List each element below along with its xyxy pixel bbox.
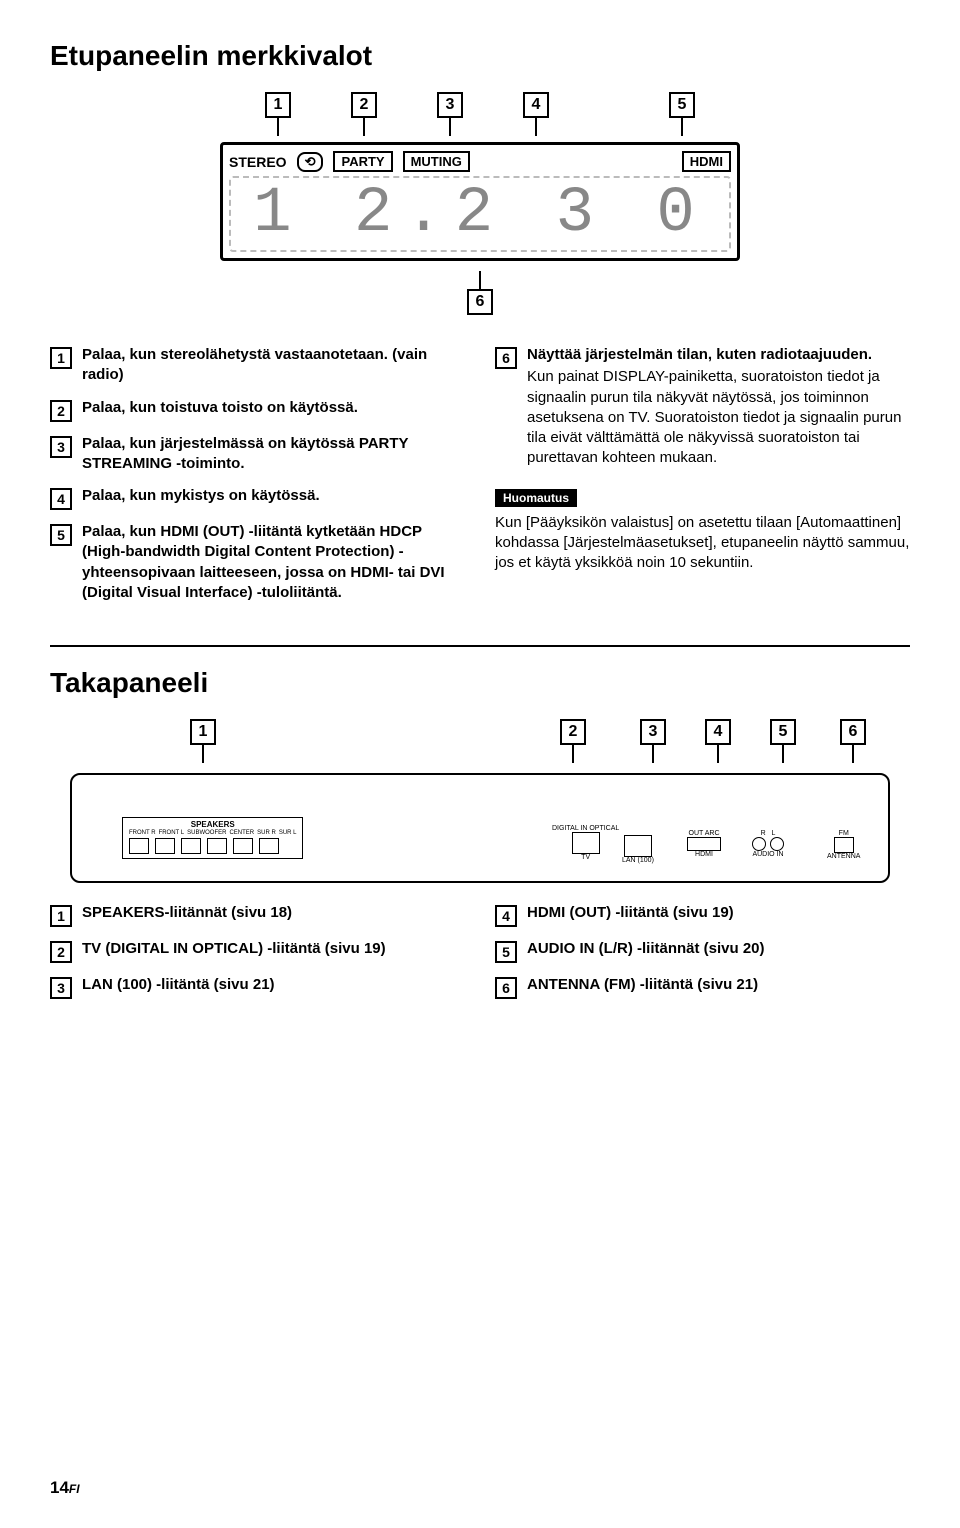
label-out: OUT bbox=[689, 830, 704, 837]
rear-callout-2: 2 bbox=[560, 719, 586, 745]
label-fm: FM bbox=[839, 830, 849, 837]
callout-4: 4 bbox=[523, 92, 549, 118]
callout-5: 5 bbox=[669, 92, 695, 118]
item-6-desc: Kun painat DISPLAY-painiketta, suoratois… bbox=[527, 367, 910, 468]
indicator-party: PARTY bbox=[333, 151, 392, 172]
num-4: 4 bbox=[50, 488, 72, 510]
rear-panel: SPEAKERS FRONT R FRONT L SUBWOOFER CENTE… bbox=[70, 773, 890, 883]
label-lan: LAN (100) bbox=[622, 857, 654, 864]
rear-item-1: SPEAKERS-liitännät (sivu 18) bbox=[82, 903, 465, 923]
indicator-repeat-icon: ⟲ bbox=[297, 152, 324, 172]
port-lan: LAN (100) bbox=[622, 835, 654, 864]
label-r: R bbox=[761, 830, 766, 837]
note-text: Kun [Pääyksikön valaistus] on asetettu t… bbox=[495, 513, 910, 574]
item-3-text: Palaa, kun järjestelmässä on käytössä PA… bbox=[82, 434, 465, 475]
page-number: 14FI bbox=[50, 1478, 80, 1498]
display-figure: 1 2 3 4 5 STEREO ⟲ PARTY MUTING HDMI 1 2… bbox=[50, 92, 910, 315]
label-hdmi: HDMI bbox=[695, 851, 713, 858]
indicator-hdmi: HDMI bbox=[682, 151, 731, 172]
rear-callout-6: 6 bbox=[840, 719, 866, 745]
rear-right-list: 4 HDMI (OUT) -liitäntä (sivu 19) 5 AUDIO I… bbox=[495, 903, 910, 1011]
item-4-text: Palaa, kun mykistys on käytössä. bbox=[82, 486, 465, 506]
item-6-title: Näyttää järjestelmän tilan, kuten radiot… bbox=[527, 345, 910, 365]
spkr-lbl-0: FRONT R bbox=[129, 830, 156, 836]
port-audio-in: R L AUDIO IN bbox=[752, 830, 784, 858]
label-arc: ARC bbox=[705, 830, 720, 837]
section-divider bbox=[50, 645, 910, 647]
rear-item-5: AUDIO IN (L/R) -liitännät (sivu 20) bbox=[527, 939, 910, 959]
rear-panel-heading: Takapaneeli bbox=[50, 667, 910, 699]
rear-figure: 1 2 3 4 5 6 SPEAKERS FRONT R FRONT L SUB… bbox=[50, 719, 910, 883]
spkr-lbl-3: CENTER bbox=[229, 830, 254, 836]
num-2: 2 bbox=[50, 400, 72, 422]
rear-item-2: TV (DIGITAL IN OPTICAL) -liitäntä (sivu … bbox=[82, 939, 465, 959]
port-hdmi: OUT ARC HDMI bbox=[687, 830, 721, 858]
rear-callout-5: 5 bbox=[770, 719, 796, 745]
spkr-lbl-5: SUR L bbox=[279, 830, 297, 836]
rear-num-1: 1 bbox=[50, 905, 72, 927]
lcd-panel: STEREO ⟲ PARTY MUTING HDMI 1 2.2 3 0 bbox=[220, 142, 740, 261]
rear-callout-4: 4 bbox=[705, 719, 731, 745]
page-num-suffix: FI bbox=[69, 1482, 80, 1496]
rear-item-3: LAN (100) -liitäntä (sivu 21) bbox=[82, 975, 465, 995]
page-num-value: 14 bbox=[50, 1478, 69, 1497]
spkr-lbl-2: SUBWOOFER bbox=[187, 830, 226, 836]
spkr-lbl-4: SUR R bbox=[257, 830, 276, 836]
spkr-lbl-1: FRONT L bbox=[159, 830, 185, 836]
rear-left-list: 1 SPEAKERS-liitännät (sivu 18) 2 TV (DIGIT… bbox=[50, 903, 465, 1011]
label-digital-in: DIGITAL IN OPTICAL bbox=[552, 825, 619, 832]
rear-callout-3: 3 bbox=[640, 719, 666, 745]
rear-num-5: 5 bbox=[495, 941, 517, 963]
speakers-title: SPEAKERS bbox=[129, 820, 296, 829]
top-callouts: 1 2 3 4 5 bbox=[265, 92, 695, 136]
rear-num-2: 2 bbox=[50, 941, 72, 963]
rear-item-4: HDMI (OUT) -liitäntä (sivu 19) bbox=[527, 903, 910, 923]
rear-num-3: 3 bbox=[50, 977, 72, 999]
indicator-muting: MUTING bbox=[403, 151, 470, 172]
port-antenna: FM ANTENNA bbox=[827, 830, 860, 860]
item-5-text: Palaa, kun HDMI (OUT) -liitäntä kytketää… bbox=[82, 522, 465, 603]
front-panel-heading: Etupaneelin merkkivalot bbox=[50, 40, 910, 72]
rear-num-4: 4 bbox=[495, 905, 517, 927]
item-1-text: Palaa, kun stereolähetystä vastaanotetaa… bbox=[82, 345, 465, 386]
num-5: 5 bbox=[50, 524, 72, 546]
num-1: 1 bbox=[50, 347, 72, 369]
rear-num-6: 6 bbox=[495, 977, 517, 999]
num-3: 3 bbox=[50, 436, 72, 458]
indicator-stereo: STEREO bbox=[229, 154, 287, 170]
label-l: L bbox=[772, 830, 776, 837]
note-label: Huomautus bbox=[495, 489, 577, 507]
port-digital-in: DIGITAL IN OPTICAL TV bbox=[552, 825, 619, 861]
rear-item-6: ANTENNA (FM) -liitäntä (sivu 21) bbox=[527, 975, 910, 995]
label-audio-in: AUDIO IN bbox=[752, 851, 783, 858]
callout-1: 1 bbox=[265, 92, 291, 118]
label-antenna: ANTENNA bbox=[827, 853, 860, 860]
lcd-digits: 1 2.2 3 0 bbox=[229, 176, 731, 252]
label-tv: TV bbox=[581, 854, 590, 861]
right-column: 6 Näyttää järjestelmän tilan, kuten radi… bbox=[495, 345, 910, 615]
callout-3: 3 bbox=[437, 92, 463, 118]
callout-2: 2 bbox=[351, 92, 377, 118]
speakers-group: SPEAKERS FRONT R FRONT L SUBWOOFER CENTE… bbox=[122, 817, 303, 859]
left-column: 1 Palaa, kun stereolähetystä vastaanoteta… bbox=[50, 345, 465, 615]
item-2-text: Palaa, kun toistuva toisto on käytössä. bbox=[82, 398, 465, 418]
rear-callout-1: 1 bbox=[190, 719, 216, 745]
callout-6: 6 bbox=[467, 289, 493, 315]
num-6: 6 bbox=[495, 347, 517, 369]
